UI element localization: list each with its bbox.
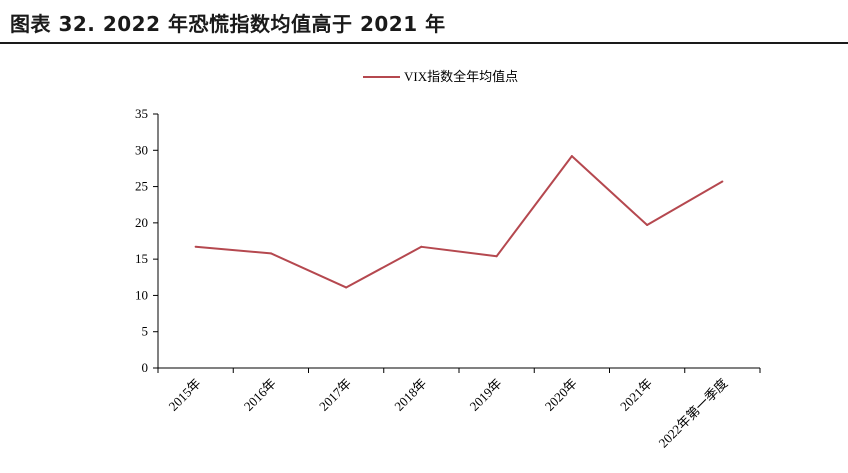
- y-tick-label: 10: [135, 287, 148, 302]
- data-point: [269, 252, 272, 255]
- series-line-vix: [195, 155, 723, 289]
- data-point: [345, 286, 348, 289]
- figure-header: 图表 32. 2022 年恐慌指数均值高于 2021 年: [0, 0, 848, 44]
- chart-ticks: 0 5 10 15 20 25 30 35 2015年 2016年 2017年 2018年 2019年 2…: [135, 106, 761, 451]
- y-tick-label: 15: [135, 251, 148, 266]
- y-tick-label: 20: [135, 215, 148, 230]
- y-tick-label: 0: [142, 360, 149, 375]
- data-point: [570, 155, 573, 158]
- y-tick-label: 35: [135, 106, 148, 121]
- x-tick-label: 2018年: [391, 376, 429, 414]
- chart-axes: [157, 114, 760, 369]
- y-tick-label: 5: [142, 324, 149, 339]
- data-point: [194, 245, 197, 248]
- chart-series: [194, 155, 724, 289]
- x-tick-label: 2015年: [166, 376, 204, 414]
- x-tick-label: 2019年: [467, 376, 505, 414]
- chart-legend: VIX指数全年均值点: [363, 69, 518, 84]
- x-tick-label: 2021年: [617, 376, 655, 414]
- x-tick-label: 2016年: [241, 376, 279, 414]
- legend-label: VIX指数全年均值点: [404, 69, 518, 84]
- data-point: [646, 224, 649, 227]
- figure-title: 图表 32. 2022 年恐慌指数均值高于 2021 年: [10, 12, 446, 36]
- data-point: [721, 180, 724, 183]
- data-point: [495, 255, 498, 258]
- y-tick-label: 25: [135, 179, 148, 194]
- data-point: [420, 245, 423, 248]
- x-tick-label: 2017年: [316, 376, 354, 414]
- x-tick-label: 2020年: [542, 376, 580, 414]
- x-tick-label: 2022年第一季度: [656, 376, 731, 451]
- y-tick-label: 30: [135, 142, 148, 157]
